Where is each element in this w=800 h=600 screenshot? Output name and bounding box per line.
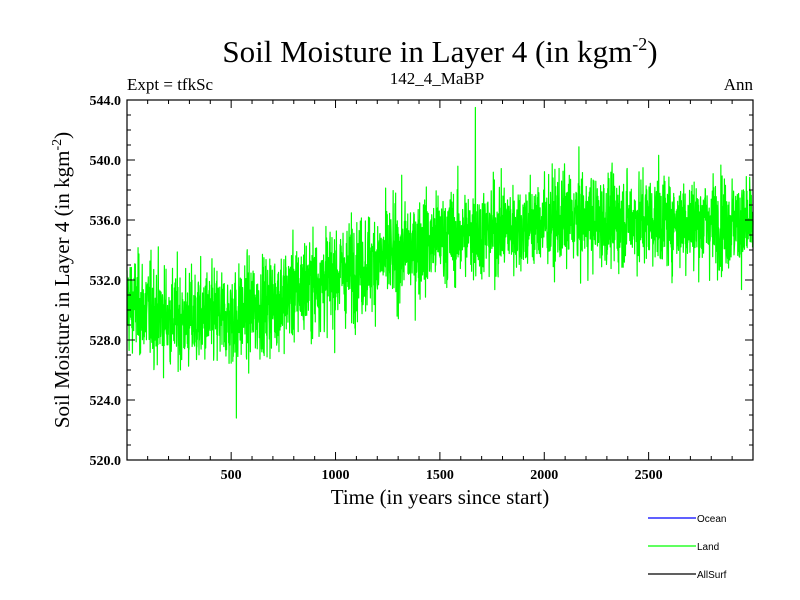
y-tick-label: 544.0	[90, 94, 122, 109]
chart-title-text: Soil Moisture in Layer 4 (in kgm	[222, 34, 632, 69]
subtitle-left: Expt = tfkSc	[127, 75, 214, 94]
legend-label-ocean: Ocean	[697, 514, 726, 525]
x-tick-label: 500	[221, 468, 242, 483]
subtitle-right: Ann	[724, 75, 754, 94]
y-tick-label: 536.0	[90, 214, 122, 229]
y-axis-label-superscript: -2	[50, 139, 65, 151]
series-line-land	[126, 106, 754, 419]
plot-frame	[126, 99, 754, 461]
y-tick-label: 540.0	[90, 154, 122, 169]
plot-series	[126, 106, 754, 419]
subtitle-center: 142_4_MaBP	[390, 69, 484, 88]
y-tick-label: 524.0	[90, 394, 122, 409]
chart-title-end: )	[647, 34, 657, 69]
y-axis-label: Soil Moisture in Layer 4 (in kgm-2)	[50, 132, 74, 428]
y-axis-label-text: Soil Moisture in Layer 4 (in kgm	[50, 151, 74, 429]
x-tick-label: 1000	[322, 468, 350, 483]
y-tick-label: 532.0	[90, 274, 122, 289]
x-tick-label: 1500	[426, 468, 454, 483]
legend: Ocean Land AllSurf	[648, 514, 727, 581]
x-tick-label: 2000	[530, 468, 558, 483]
x-tick-label: 2500	[635, 468, 663, 483]
y-axis-label-end: )	[50, 132, 74, 139]
y-tick-label: 520.0	[90, 454, 122, 469]
chart-title: Soil Moisture in Layer 4 (in kgm-2)	[222, 34, 657, 69]
legend-label-allsurf: AllSurf	[697, 570, 727, 581]
axis-ticks: 520.0 524.0 528.0 532.0 536.0 540.0 544.0 500 10…	[90, 94, 753, 483]
y-tick-label: 528.0	[90, 334, 122, 349]
svg-text:Soil Moisture in Layer 4 (in k: Soil Moisture in Layer 4 (in kgm-2)	[222, 34, 657, 69]
x-axis-label: Time (in years since start)	[331, 485, 550, 509]
chart-title-superscript: -2	[632, 34, 647, 54]
legend-label-land: Land	[697, 542, 719, 553]
